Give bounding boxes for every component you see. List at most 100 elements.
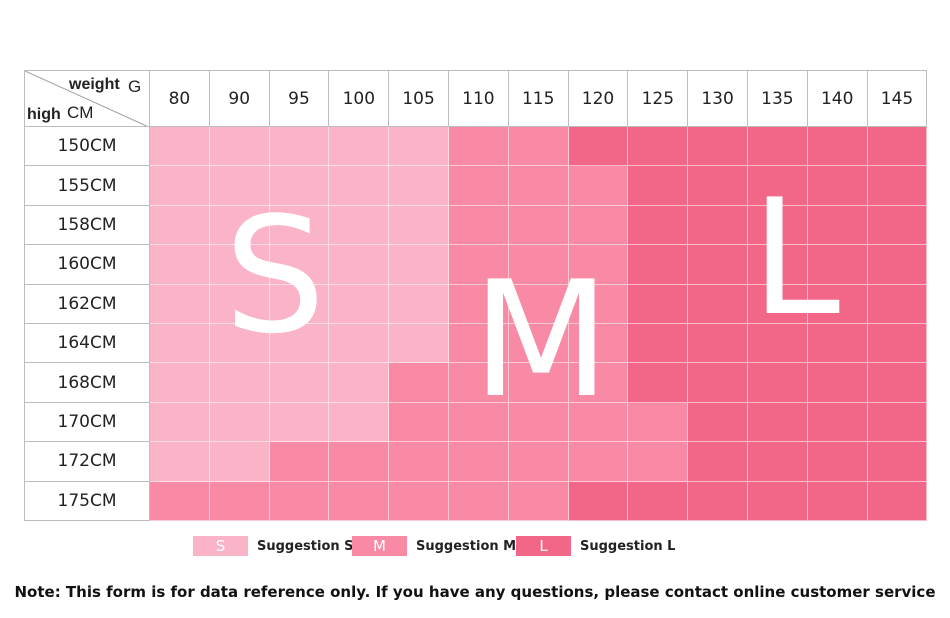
size-cell-m xyxy=(628,402,689,443)
size-cell-l xyxy=(748,324,808,364)
size-cell-l xyxy=(867,481,928,521)
size-cell-m xyxy=(389,481,449,521)
size-cell-s xyxy=(209,402,270,443)
size-cell-m xyxy=(508,481,569,521)
size-cell-s xyxy=(269,402,330,443)
corner-diagonal-line xyxy=(25,71,148,126)
weight-header-cell: 100 xyxy=(329,70,390,127)
size-cell-m xyxy=(209,481,270,521)
size-cell-s xyxy=(269,363,330,403)
size-cell-l xyxy=(688,324,748,364)
size-cell-m xyxy=(568,245,629,285)
size-cell-l xyxy=(807,245,868,285)
size-cell-m xyxy=(449,205,509,246)
size-cell-s xyxy=(329,127,390,167)
size-cell-s xyxy=(389,284,449,324)
weight-header-cell: 105 xyxy=(389,70,449,127)
size-cell-l xyxy=(807,324,868,364)
size-cell-s xyxy=(329,166,390,206)
size-cell-l xyxy=(568,481,629,521)
size-cell-s xyxy=(209,363,270,403)
disclaimer-note: Note: This form is for data reference on… xyxy=(14,583,936,601)
size-cell-m xyxy=(269,442,330,482)
size-cell-m xyxy=(269,481,330,521)
legend-item-l: L Suggestion L xyxy=(516,535,675,557)
size-cell-m xyxy=(508,324,569,364)
size-cell-m xyxy=(449,284,509,324)
size-cell-m xyxy=(449,442,509,482)
size-cell-l xyxy=(867,284,928,324)
size-cell-l xyxy=(867,205,928,246)
weight-header-cell: 95 xyxy=(269,70,330,127)
size-cell-s xyxy=(150,245,210,285)
size-cell-m xyxy=(389,442,449,482)
size-cell-l xyxy=(688,363,748,403)
weight-header-cell: 125 xyxy=(628,70,689,127)
height-row-label: 158CM xyxy=(24,205,150,246)
size-cell-s xyxy=(389,205,449,246)
height-unit-label: CM xyxy=(67,103,94,122)
size-cell-l xyxy=(748,245,808,285)
size-cell-s xyxy=(209,127,270,167)
height-row-label: 160CM xyxy=(24,245,150,285)
weight-header-cell: 80 xyxy=(150,70,210,127)
size-cell-s xyxy=(209,324,270,364)
table-corner-header: weight G high CM xyxy=(24,70,150,127)
size-cell-s xyxy=(150,127,210,167)
size-cell-s xyxy=(329,324,390,364)
legend-label-m: Suggestion M xyxy=(416,538,517,554)
size-cell-m xyxy=(329,481,390,521)
size-cell-m xyxy=(508,442,569,482)
legend-label-s: Suggestion S xyxy=(257,538,354,554)
size-cell-m xyxy=(508,245,569,285)
size-cell-m xyxy=(449,166,509,206)
size-cell-l xyxy=(628,481,689,521)
height-row-label: 164CM xyxy=(24,324,150,364)
height-row-label: 168CM xyxy=(24,363,150,403)
size-cell-l xyxy=(807,205,868,246)
size-cell-m xyxy=(568,205,629,246)
size-cell-l xyxy=(688,284,748,324)
size-cell-s xyxy=(209,205,270,246)
height-axis-label: high xyxy=(27,106,61,123)
size-cell-l xyxy=(628,284,689,324)
size-cell-s xyxy=(329,402,390,443)
size-cell-m xyxy=(508,284,569,324)
size-cell-l xyxy=(807,363,868,403)
size-cell-m xyxy=(568,166,629,206)
size-cell-m xyxy=(389,402,449,443)
weight-header-cell: 110 xyxy=(449,70,509,127)
size-cell-l xyxy=(748,127,808,167)
size-cell-m xyxy=(568,324,629,364)
height-row-label: 155CM xyxy=(24,166,150,206)
size-cell-m xyxy=(508,127,569,167)
height-row-label: 162CM xyxy=(24,284,150,324)
size-cell-s xyxy=(389,166,449,206)
size-cell-m xyxy=(508,402,569,443)
size-cell-l xyxy=(867,324,928,364)
size-cell-s xyxy=(150,402,210,443)
size-cell-m xyxy=(449,324,509,364)
size-cell-l xyxy=(807,284,868,324)
size-cell-m xyxy=(389,363,449,403)
legend-swatch-l: L xyxy=(516,536,571,556)
size-cell-l xyxy=(867,127,928,167)
size-cell-s xyxy=(209,442,270,482)
size-cell-m xyxy=(449,127,509,167)
size-cell-m xyxy=(508,166,569,206)
size-cell-l xyxy=(748,166,808,206)
size-cell-s xyxy=(150,324,210,364)
legend-swatch-s: S xyxy=(193,536,248,556)
size-cell-s xyxy=(269,205,330,246)
size-cell-s xyxy=(329,205,390,246)
size-cell-l xyxy=(688,481,748,521)
size-cell-m xyxy=(449,245,509,285)
size-cell-s xyxy=(269,166,330,206)
size-cell-l xyxy=(628,127,689,167)
size-cell-m xyxy=(508,205,569,246)
size-cell-s xyxy=(150,284,210,324)
size-cell-m xyxy=(568,363,629,403)
size-cell-m xyxy=(508,363,569,403)
weight-header-cell: 120 xyxy=(568,70,629,127)
size-cell-l xyxy=(748,205,808,246)
